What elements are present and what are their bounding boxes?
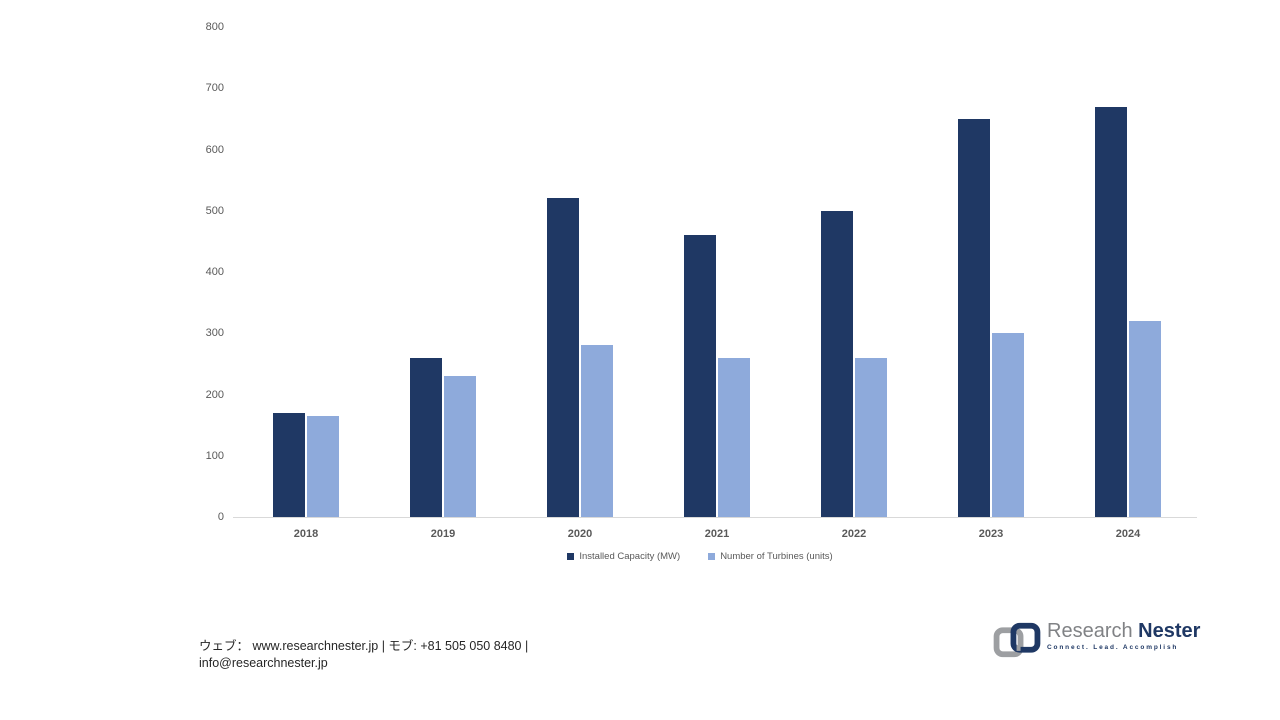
x-axis-tick-2020: 2020 — [567, 528, 593, 540]
x-axis-line — [233, 517, 1197, 518]
legend-label-series2: Number of Turbines (units) — [720, 551, 833, 562]
y-axis-tick-800: 800 — [205, 21, 224, 33]
bar-series2-2022 — [855, 358, 887, 517]
legend-swatch-series2 — [708, 553, 716, 560]
y-axis-tick-600: 600 — [205, 143, 224, 156]
footer-contact-line2: info@researchnester.jp — [199, 656, 328, 670]
y-axis-tick-0: 0 — [217, 511, 224, 523]
bar-series2-2021 — [718, 358, 750, 517]
legend-item-series1: Installed Capacity (MW) — [567, 551, 680, 562]
footer-contact-info: ウェブ： www.researchnester.jp | モブ: +81 505… — [199, 638, 619, 672]
research-nester-logo: Research Nester Connect. Lead. Accomplis… — [993, 620, 1200, 665]
y-axis-tick-500: 500 — [205, 204, 224, 217]
logo-brand-name: Research Nester — [1047, 620, 1201, 642]
bar-series1-2021 — [684, 235, 716, 517]
legend-label-series1: Installed Capacity (MW) — [579, 551, 681, 562]
x-axis-tick-2022: 2022 — [841, 528, 867, 540]
x-axis-tick-2023: 2023 — [978, 528, 1004, 540]
bar-series2-2024 — [1129, 321, 1161, 517]
x-axis-tick-2024: 2024 — [1115, 528, 1141, 540]
logo-tagline: Connect. Lead. Accomplish — [1047, 644, 1179, 651]
y-axis-tick-300: 300 — [205, 327, 224, 340]
y-axis-tick-400: 400 — [205, 266, 224, 278]
bar-series1-2024 — [1095, 107, 1127, 517]
x-axis-tick-2021: 2021 — [704, 528, 730, 540]
y-axis-tick-100: 100 — [205, 449, 224, 462]
y-axis-tick-700: 700 — [205, 82, 224, 95]
bar-series1-2019 — [410, 358, 442, 517]
x-axis-tick-2018: 2018 — [293, 528, 319, 540]
footer-contact-line1: ウェブ： www.researchnester.jp | モブ: +81 505… — [199, 639, 529, 653]
bar-series1-2022 — [821, 211, 853, 517]
bar-series2-2023 — [992, 333, 1024, 517]
research-nester-logo-icon — [993, 620, 1041, 665]
x-axis-tick-2019: 2019 — [430, 528, 456, 540]
legend-item-series2: Number of Turbines (units) — [708, 551, 833, 562]
legend-swatch-series1 — [567, 553, 575, 560]
bar-series1-2020 — [547, 198, 579, 517]
bar-series2-2020 — [581, 345, 613, 517]
chart-legend: Installed Capacity (MW) Number of Turbine… — [233, 551, 1167, 562]
bar-series1-2018 — [273, 413, 305, 517]
bar-series2-2018 — [307, 416, 339, 517]
bar-series1-2023 — [958, 119, 990, 517]
bar-series2-2019 — [444, 376, 476, 517]
y-axis-tick-200: 200 — [205, 388, 224, 401]
logo-text: Research Nester Connect. Lead. Accomplis… — [1047, 620, 1200, 651]
